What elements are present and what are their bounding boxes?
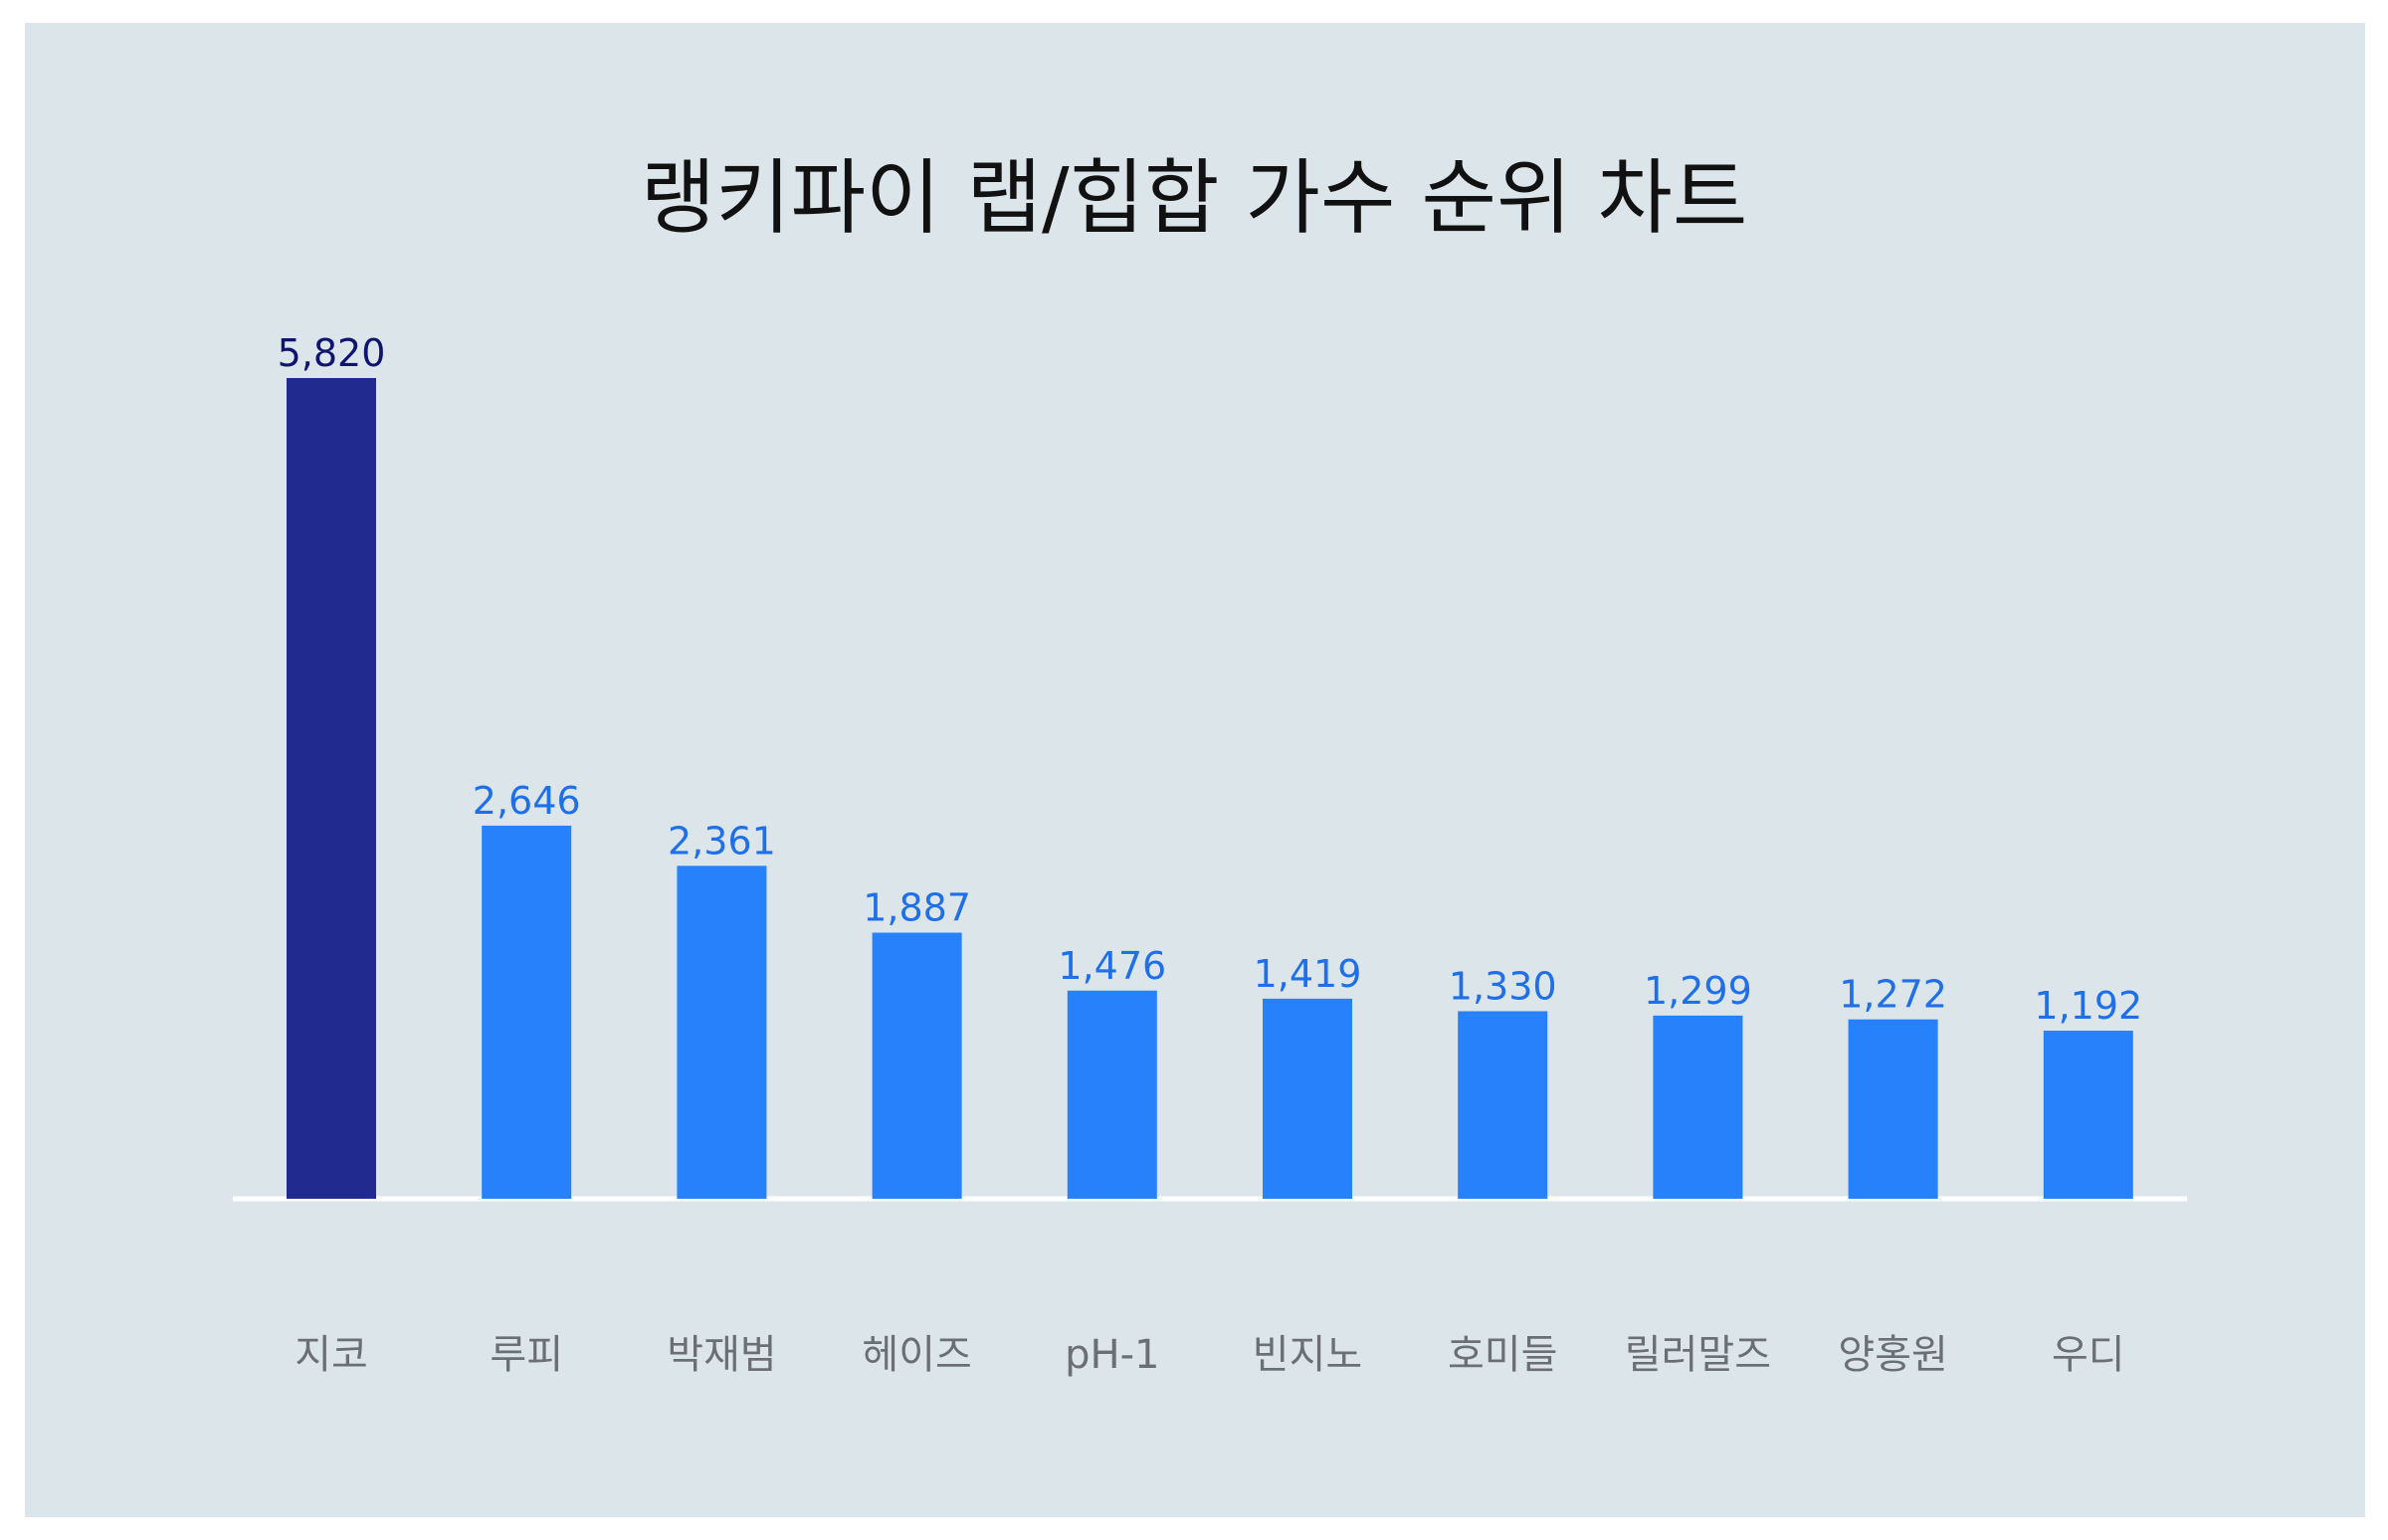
bar-value-label: 1,299 — [1644, 969, 1752, 1013]
bar-value-label: 1,419 — [1254, 952, 1362, 996]
bar — [1263, 998, 1352, 1199]
bar — [287, 378, 376, 1199]
bar — [482, 825, 572, 1199]
category-label: 우디 — [2052, 1332, 2125, 1378]
category-label: 양홍원 — [1838, 1332, 1947, 1378]
bar-value-label: 1,192 — [2034, 984, 2142, 1028]
category-label: pH-1 — [1065, 1332, 1159, 1378]
bar — [2043, 1031, 2133, 1199]
bar — [1653, 1015, 1743, 1199]
category-label: 빈지노 — [1253, 1332, 1362, 1378]
bar-value-label: 2,646 — [473, 779, 581, 823]
bar — [872, 932, 962, 1199]
category-label: 박재범 — [667, 1332, 776, 1378]
chart-title: 랭키파이 랩/힙합 가수 순위 차트 — [640, 151, 1748, 246]
bar — [1067, 990, 1157, 1199]
bar-value-label: 5,820 — [278, 331, 386, 375]
category-label: 루피 — [490, 1332, 563, 1378]
bar — [677, 866, 767, 1199]
category-label: 호미들 — [1448, 1332, 1557, 1378]
bar-value-label: 1,887 — [863, 886, 971, 930]
category-label: 헤이즈 — [862, 1332, 971, 1378]
bar — [1848, 1019, 1938, 1199]
chart-background — [25, 23, 2365, 1517]
bar-value-label: 2,361 — [668, 819, 776, 863]
bar-value-label: 1,330 — [1449, 964, 1557, 1008]
bar — [1458, 1011, 1548, 1199]
bar-value-label: 1,272 — [1839, 973, 1947, 1017]
category-label: 지코 — [295, 1332, 368, 1378]
category-label: 릴러말즈 — [1625, 1332, 1771, 1378]
bar-value-label: 1,476 — [1058, 944, 1166, 988]
